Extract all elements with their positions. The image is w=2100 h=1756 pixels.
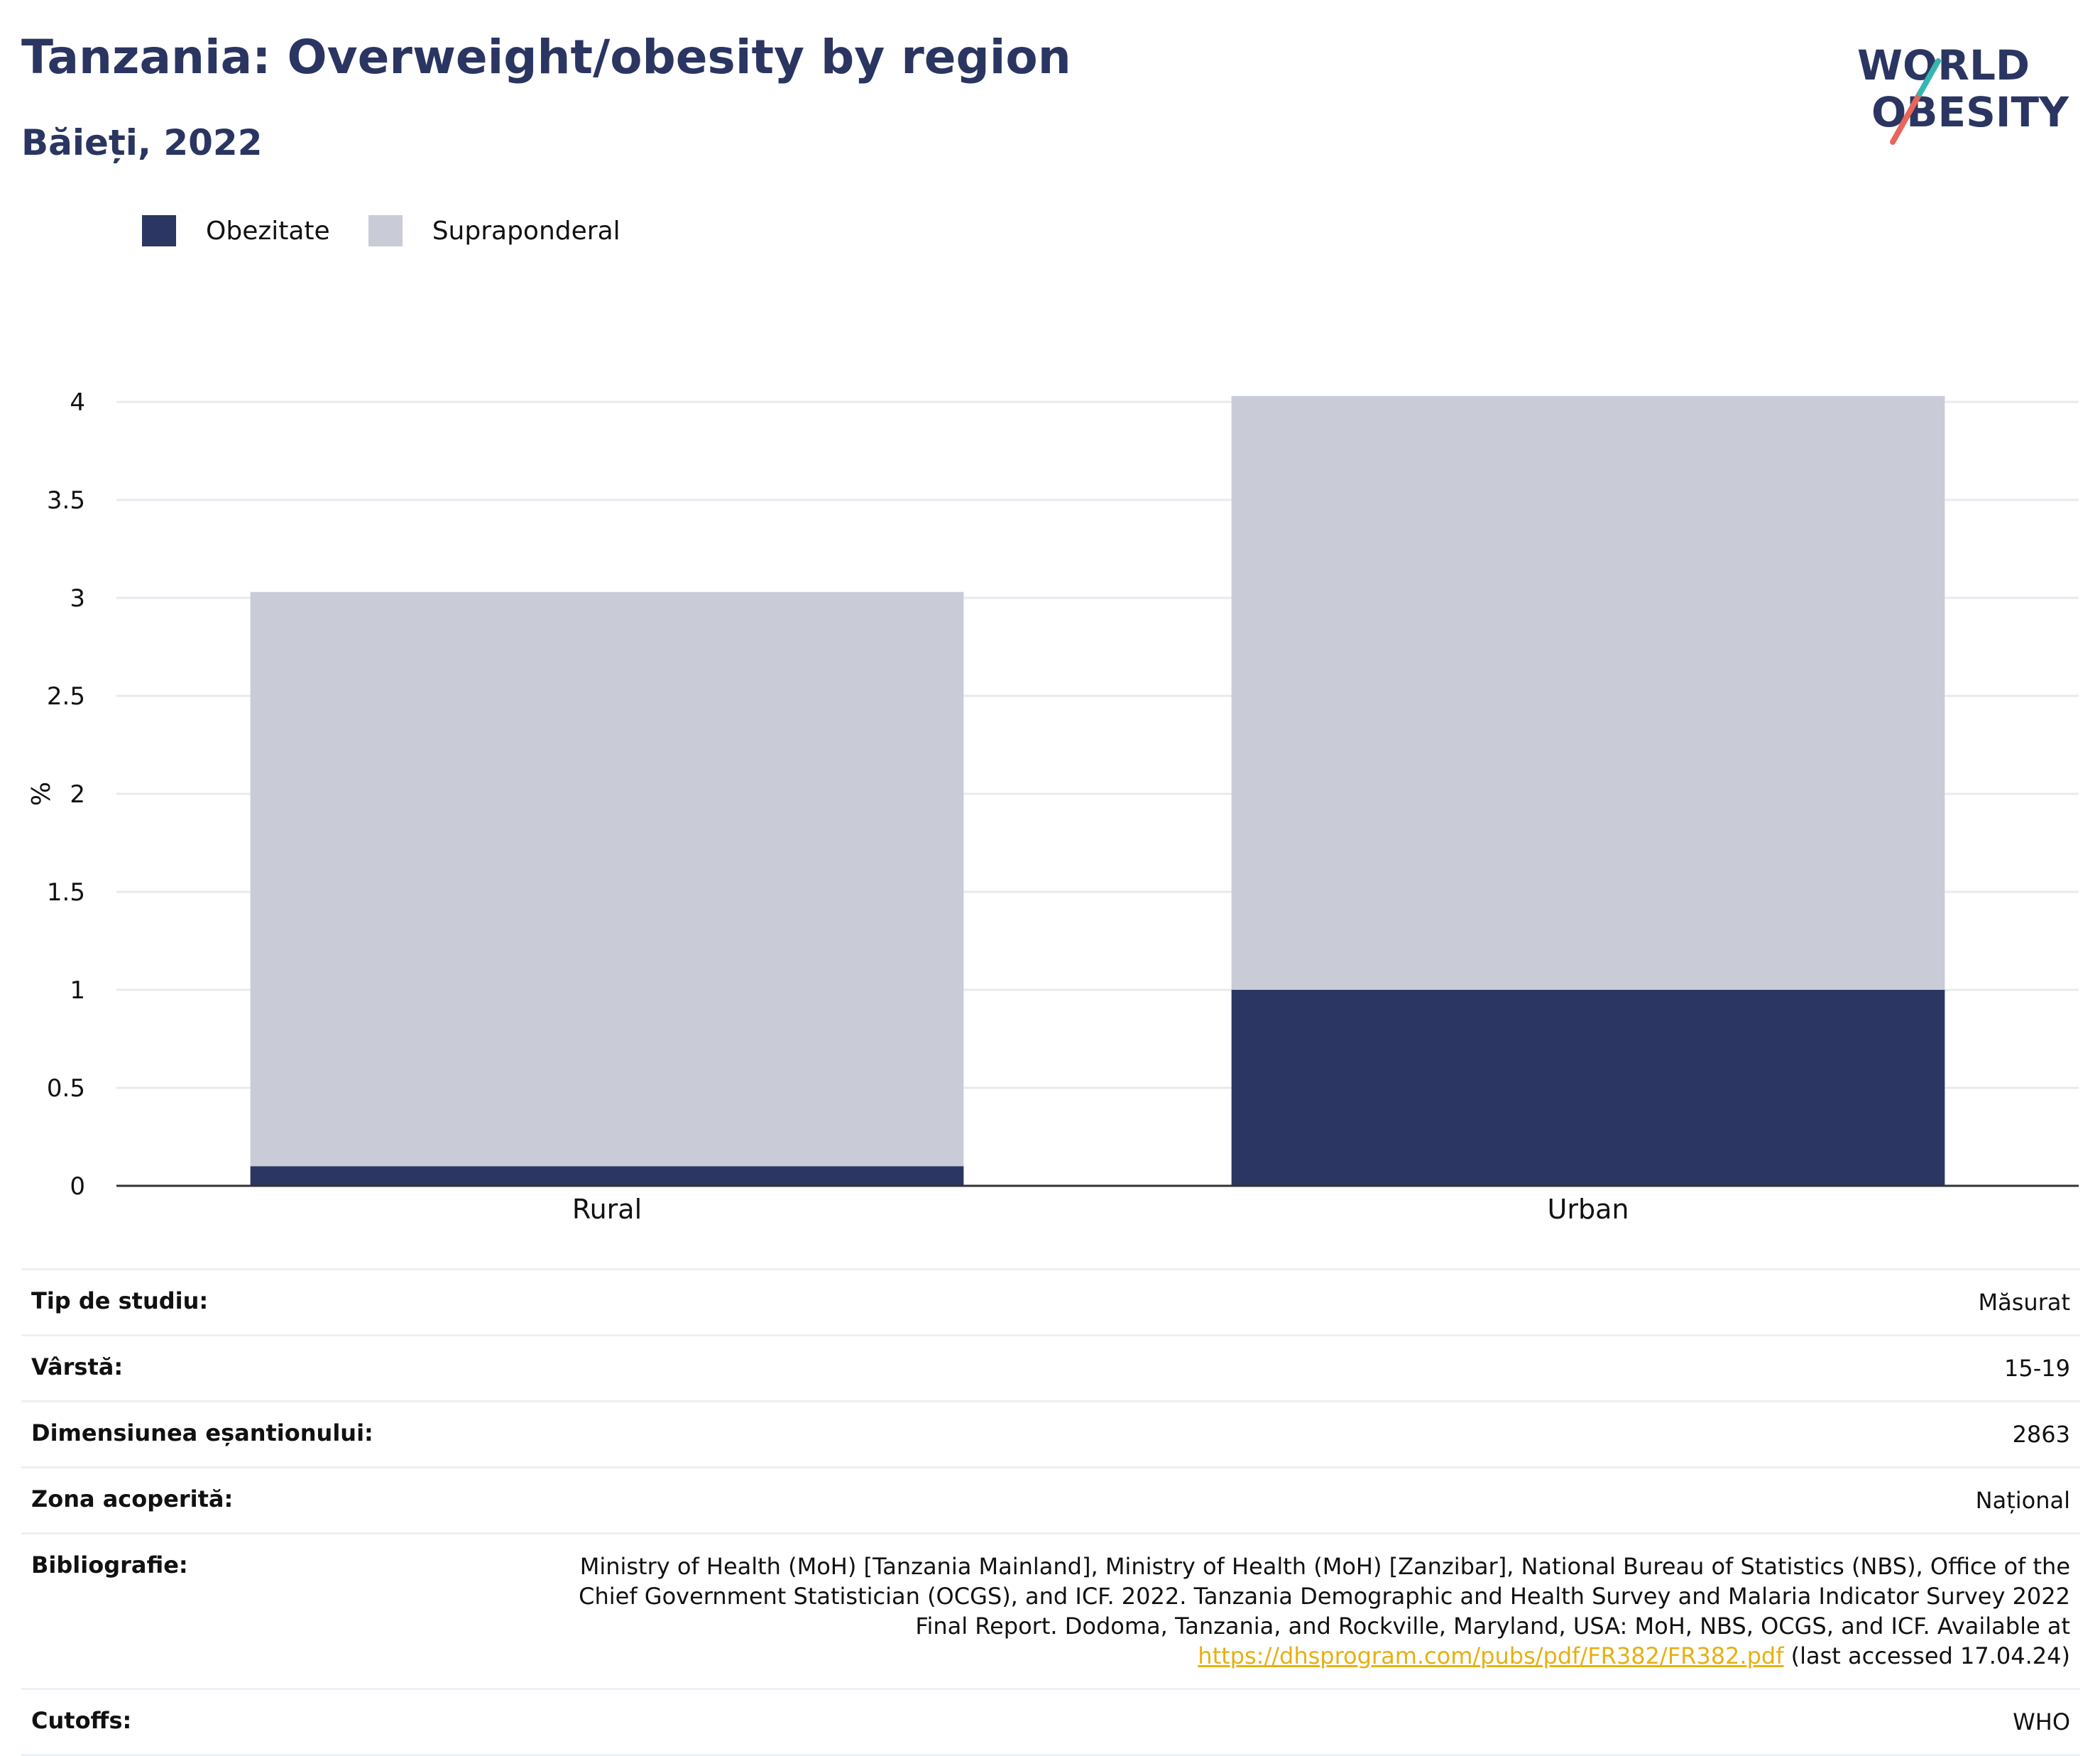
info-label-sample-size: Dimensiunea eșantionului: — [21, 1401, 420, 1468]
info-row-coverage: Zona acoperită: Național — [21, 1467, 2080, 1534]
info-row-bibliography: Bibliografie: Ministry of Health (MoH) [… — [21, 1533, 2080, 1690]
logo-slash-red — [1890, 91, 1923, 145]
info-row-sample-size: Dimensiunea eșantionului: 2863 — [21, 1401, 2080, 1468]
bar-obesity-rural — [250, 1166, 964, 1186]
bibliography-link[interactable]: https://dhsprogram.com/pubs/pdf/FR382/FR… — [1198, 1642, 1784, 1669]
y-tick-label: 2 — [70, 780, 85, 809]
info-label-bibliography: Bibliografie: — [21, 1533, 420, 1690]
bibliography-line-2: Chief Government Statistician (OCGS), an… — [579, 1583, 2070, 1610]
legend-swatch-overweight — [368, 215, 403, 246]
bar-overweight-urban — [1231, 396, 1945, 990]
info-label-cutoffs: Cutoffs: — [21, 1689, 420, 1756]
logo-line2: OBESITY — [1871, 88, 2069, 136]
x-tick-label: Rural — [572, 1194, 642, 1225]
page-title: Tanzania: Overweight/obesity by region — [21, 30, 1071, 84]
x-tick-label: Urban — [1548, 1194, 1629, 1225]
bar-overweight-rural — [250, 591, 964, 1167]
info-value-study-type: Măsurat — [419, 1268, 2080, 1336]
y-tick-label: 1.5 — [47, 878, 85, 907]
y-axis-label: % — [27, 782, 56, 806]
chart-legend: Obezitate Supraponderal — [142, 213, 659, 249]
bibliography-suffix: (last accessed 17.04.24) — [1783, 1642, 2070, 1669]
bibliography-line-1: Ministry of Health (MoH) [Tanzania Mainl… — [579, 1553, 2070, 1580]
legend-swatch-obesity — [142, 215, 176, 246]
legend-item-obesity[interactable]: Obezitate — [142, 215, 330, 246]
world-obesity-logo: WORLD OBESITY — [1857, 41, 2069, 145]
info-value-coverage: Național — [419, 1467, 2080, 1534]
info-value-cutoffs: WHO — [419, 1689, 2080, 1756]
page-subtitle: Băieți, 2022 — [21, 122, 263, 163]
logo-line1: WORLD — [1857, 41, 2030, 89]
y-tick-label: 4 — [70, 388, 85, 417]
y-tick-label: 3.5 — [47, 486, 85, 515]
info-row-study-type: Tip de studiu: Măsurat — [21, 1268, 2080, 1336]
y-tick-label: 1 — [70, 976, 85, 1005]
bibliography-line-3: Final Report. Dodoma, Tanzania, and Rock… — [915, 1613, 2070, 1640]
y-tick-label: 2.5 — [47, 682, 85, 711]
info-value-sample-size: 2863 — [419, 1401, 2080, 1468]
info-row-age: Vârstă: 15-19 — [21, 1335, 2080, 1402]
info-row-cutoffs: Cutoffs: WHO — [21, 1689, 2080, 1756]
legend-item-overweight[interactable]: Supraponderal — [368, 215, 620, 246]
info-label-coverage: Zona acoperită: — [21, 1467, 420, 1534]
legend-label-obesity: Obezitate — [206, 216, 330, 246]
y-tick-label: 3 — [70, 584, 85, 613]
info-value-bibliography: Ministry of Health (MoH) [Tanzania Mainl… — [419, 1533, 2080, 1690]
logo-slash-teal — [1917, 58, 1941, 97]
y-tick-label: 0 — [70, 1172, 85, 1201]
bar-obesity-urban — [1231, 990, 1945, 1186]
legend-label-overweight: Supraponderal — [432, 216, 620, 246]
info-value-age: 15-19 — [419, 1335, 2080, 1402]
info-label-study-type: Tip de studiu: — [21, 1268, 420, 1336]
y-tick-label: 0.5 — [47, 1074, 85, 1103]
stacked-bar-chart: 0 0.5 1 1.5 2 2.5 3 3.5 4% Rural Urban — [27, 388, 2079, 1225]
study-info-table: Tip de studiu: Măsurat Vârstă: 15-19 Dim… — [21, 1268, 2080, 1756]
info-label-age: Vârstă: — [21, 1335, 420, 1402]
